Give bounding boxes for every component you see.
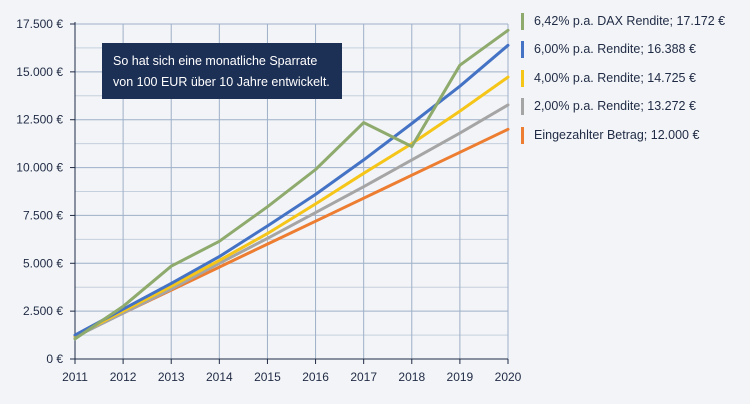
axes — [70, 22, 509, 364]
x-tick-label: 2012 — [110, 370, 137, 384]
series-line — [73, 75, 510, 338]
y-tick-label: 17.500 € — [16, 17, 63, 31]
x-tick-label: 2011 — [62, 370, 88, 384]
y-tick-label: 5.000 € — [23, 256, 63, 270]
annotation-line-1: So hat sich eine monatliche Sparrate — [113, 54, 318, 68]
y-tick-label: 0 € — [46, 352, 63, 366]
x-tick-label: 2015 — [254, 370, 281, 384]
x-tick-label: 2014 — [206, 370, 233, 384]
x-tick-label: 2020 — [495, 370, 522, 384]
x-tick-label: 2013 — [158, 370, 185, 384]
y-tick-label: 7.500 € — [23, 208, 63, 222]
tick-labels: 0 € 2.500 € 5.000 € 7.500 € 10.000 € 12.500 €… — [16, 17, 521, 384]
legend-swatch — [521, 126, 524, 144]
chart-annotation-box: So hat sich eine monatliche Sparrate von… — [102, 43, 342, 99]
legend-swatch — [521, 69, 524, 87]
legend-swatch — [521, 13, 524, 30]
legend-swatch — [521, 41, 524, 59]
legend-swatch — [521, 98, 524, 116]
x-tick-label: 2016 — [302, 370, 329, 384]
y-tick-label: 12.500 € — [16, 113, 63, 127]
series-line — [73, 28, 510, 341]
legend-label: Eingezahlter Betrag; 12.000 € — [534, 127, 700, 142]
x-tick-label: 2018 — [398, 370, 425, 384]
legend-label: 2,00% p.a. Rendite; 13.272 € — [534, 99, 696, 114]
legend-label: 6,42% p.a. DAX Rendite; 17.172 € — [534, 14, 726, 28]
y-tick-label: 10.000 € — [16, 161, 63, 175]
y-tick-label: 15.000 € — [16, 65, 63, 79]
series-lines — [73, 28, 510, 341]
series-line — [73, 103, 510, 339]
x-tick-label: 2017 — [350, 370, 377, 384]
legend-label: 4,00% p.a. Rendite; 14.725 € — [534, 70, 696, 85]
legend-label: 6,00% p.a. Rendite; 16.388 € — [534, 42, 696, 57]
annotation-line-2: von 100 EUR über 10 Jahre entwickelt. — [113, 75, 330, 89]
y-tick-label: 2.500 € — [23, 304, 63, 318]
x-tick-label: 2019 — [447, 370, 474, 384]
